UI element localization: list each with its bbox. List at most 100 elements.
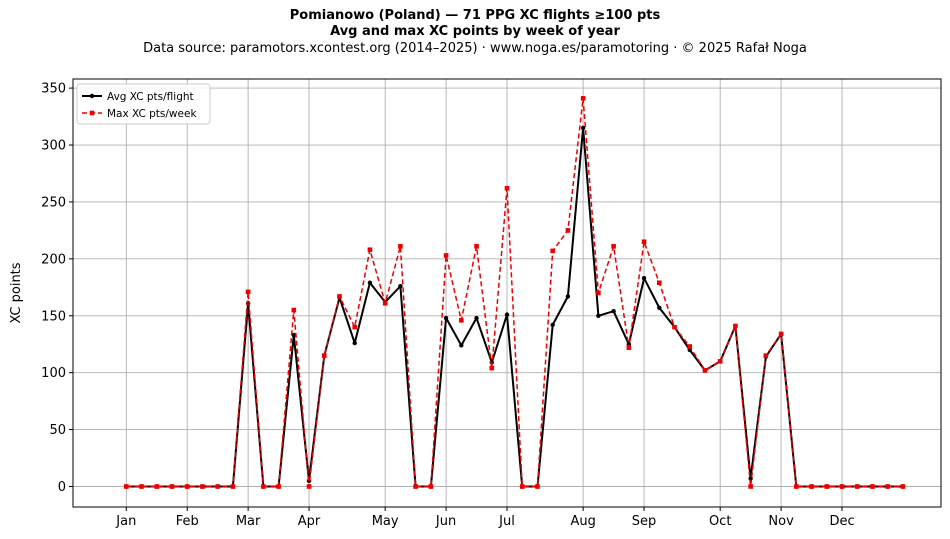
data-point <box>580 125 586 131</box>
y-axis-label: XC points <box>9 262 24 323</box>
y-tick-label: 100 <box>41 366 66 381</box>
data-point <box>291 307 297 313</box>
data-point <box>778 331 784 337</box>
data-point <box>169 484 175 489</box>
data-point <box>839 484 845 489</box>
x-tick-label: Jan <box>115 514 136 529</box>
data-point <box>276 484 281 489</box>
data-point <box>809 484 814 489</box>
data-point <box>489 365 495 371</box>
legend-marker <box>89 110 95 116</box>
y-tick-label: 350 <box>41 82 66 97</box>
data-point <box>398 283 403 289</box>
data-point <box>245 289 251 295</box>
data-point <box>413 484 418 489</box>
data-point <box>459 343 464 348</box>
series-avg <box>124 125 906 489</box>
data-point <box>596 290 601 296</box>
data-point <box>565 228 571 233</box>
x-tick-label: Apr <box>298 514 321 529</box>
legend-marker <box>89 93 95 99</box>
y-tick-label: 200 <box>41 252 66 267</box>
data-point <box>641 239 647 245</box>
data-point <box>580 96 586 101</box>
x-tick-label: Mar <box>236 514 261 529</box>
data-point <box>428 484 434 489</box>
x-tick-label: May <box>372 514 399 529</box>
data-point <box>474 244 479 249</box>
y-tick-label: 150 <box>41 309 66 324</box>
x-tick-label: Sep <box>632 514 657 529</box>
data-point <box>215 484 220 489</box>
data-point <box>291 332 297 338</box>
data-point <box>123 484 129 489</box>
data-point <box>459 318 464 323</box>
chart-subtitle: Avg and max XC points by week of year <box>330 24 620 39</box>
data-point <box>596 313 601 318</box>
legend-label: Max XC pts/week <box>107 108 197 120</box>
legend-label: Avg XC pts/flight <box>107 91 194 103</box>
x-tick-label: Jun <box>435 514 456 529</box>
data-point <box>154 484 160 489</box>
data-point <box>641 276 647 281</box>
series-max <box>123 96 906 489</box>
data-point <box>748 484 753 489</box>
legend: Avg XC pts/flight Max XC pts/week <box>76 83 211 125</box>
data-point <box>672 324 677 330</box>
data-point <box>535 484 540 489</box>
data-point <box>321 353 327 358</box>
data-point <box>611 244 616 249</box>
data-point <box>139 484 144 489</box>
data-point <box>565 294 571 299</box>
chart-title: Pomianowo (Poland) — 71 PPG XC flights ≥… <box>289 8 661 23</box>
data-point <box>657 305 662 310</box>
data-point <box>367 280 373 285</box>
data-point <box>656 280 662 286</box>
chart-source: Data source: paramotors.xcontest.org (20… <box>143 41 807 56</box>
data-point <box>474 315 479 321</box>
data-point <box>794 484 799 489</box>
data-point <box>519 484 525 489</box>
data-point <box>443 253 449 258</box>
series-line <box>126 126 903 488</box>
y-tick-label: 300 <box>41 139 66 154</box>
legend-box <box>76 83 211 125</box>
data-point <box>611 309 616 314</box>
data-point <box>824 484 830 489</box>
data-point <box>306 484 312 489</box>
data-point <box>885 484 891 489</box>
data-point <box>550 248 555 254</box>
data-point <box>184 484 190 489</box>
data-point <box>367 247 373 253</box>
x-tick-label: Oct <box>709 514 731 529</box>
x-tick-label: Feb <box>176 514 199 529</box>
grid-lines <box>73 79 941 507</box>
data-point <box>763 353 769 358</box>
data-point <box>733 323 738 329</box>
data-point <box>382 300 388 306</box>
data-point <box>702 368 708 373</box>
data-point <box>504 312 510 317</box>
data-point <box>261 484 266 489</box>
y-tick-label: 50 <box>49 423 66 438</box>
data-point <box>550 322 555 328</box>
data-point <box>200 484 205 489</box>
x-tick-label: Jul <box>498 514 515 529</box>
data-point <box>687 344 693 349</box>
x-tick-label: Aug <box>570 514 595 529</box>
x-tick-label: Dec <box>829 514 854 529</box>
data-point <box>443 315 449 321</box>
data-point <box>854 484 860 489</box>
data-point <box>337 294 342 299</box>
data-point <box>870 484 875 489</box>
data-point <box>717 358 723 364</box>
y-tick-label: 250 <box>41 195 66 210</box>
series-line <box>126 97 903 488</box>
data-point <box>748 476 753 481</box>
data-point <box>900 484 906 489</box>
data-point <box>398 244 403 249</box>
y-tick-label: 0 <box>58 480 66 495</box>
data-point <box>352 324 358 330</box>
data-point <box>230 484 236 489</box>
